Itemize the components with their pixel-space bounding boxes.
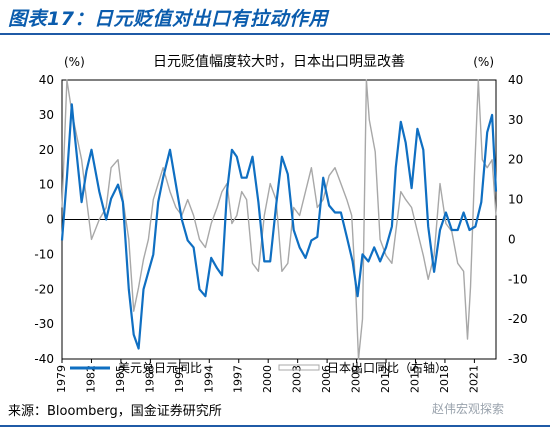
x-tick-label-12: 2015 <box>408 365 421 393</box>
chart-title: 日元贬值幅度较大时，日本出口明显改善 <box>153 54 405 70</box>
left-tick-label-4: 0 <box>46 213 54 227</box>
legend-swatch-exports <box>278 364 320 371</box>
right-tick-label-5: 20 <box>508 153 523 167</box>
right-tick-label-1: -20 <box>508 312 528 326</box>
legend-label-exports: 日本出口同比（右轴） <box>327 360 447 375</box>
x-tick-label-8: 2003 <box>291 365 304 393</box>
right-tick-label-3: 0 <box>508 232 516 246</box>
x-tick-label-0: 1979 <box>55 365 68 393</box>
left-tick-label-3: -10 <box>34 247 54 261</box>
x-tick-label-2: 1985 <box>114 365 127 393</box>
left-tick-label-5: 10 <box>39 178 54 192</box>
page-title: 图表17：日元贬值对出口有拉动作用 <box>8 8 328 30</box>
x-tick-label-4: 1991 <box>173 365 186 393</box>
bottom-divider <box>0 425 550 427</box>
left-tick-label-2: -20 <box>34 282 54 296</box>
chart: 日元贬值幅度较大时，日本出口明显改善 (%) (%) -40 -30 -20 -10 0… <box>34 54 528 393</box>
right-tick-label-4: 10 <box>508 193 523 207</box>
left-tick-label-8: 40 <box>39 73 54 87</box>
right-tick-label-7: 40 <box>508 73 523 87</box>
x-tick-label-11: 2012 <box>379 365 392 393</box>
x-tick-label-10: 2009 <box>350 365 363 393</box>
jpy-exports-line <box>61 79 497 360</box>
legend-label-usdjpy: 美元兑日元同比 <box>118 361 202 375</box>
source-note: 来源：Bloomberg，国金证券研究所 <box>8 404 222 419</box>
x-tick-label-7: 2000 <box>261 365 274 393</box>
x-tick-label-9: 2006 <box>320 365 333 393</box>
x-tick-label-1: 1982 <box>84 365 97 393</box>
x-tick-label-13: 2018 <box>438 365 451 393</box>
left-tick-label-6: 20 <box>39 143 54 157</box>
right-tick-label-6: 30 <box>508 113 523 127</box>
title-divider <box>0 33 550 35</box>
x-tick-label-3: 1988 <box>143 365 156 393</box>
left-axis-unit: (%) <box>64 55 85 69</box>
x-tick-label-5: 1994 <box>202 365 215 393</box>
right-tick-label-0: -30 <box>508 352 528 366</box>
left-tick-label-1: -30 <box>34 317 54 331</box>
x-tick-label-14: 2021 <box>467 365 480 393</box>
legend: 美元兑日元同比 日本出口同比（右轴） <box>70 360 447 375</box>
usdjpy-yoy-line <box>60 103 498 350</box>
x-tick-label-6: 1997 <box>232 365 245 393</box>
right-axis-unit: (%) <box>473 55 494 69</box>
left-tick-label-0: -40 <box>34 352 54 366</box>
right-tick-label-2: -10 <box>508 272 528 286</box>
left-tick-label-7: 30 <box>39 108 54 122</box>
watermark: 赵伟宏观探索 <box>432 402 505 416</box>
